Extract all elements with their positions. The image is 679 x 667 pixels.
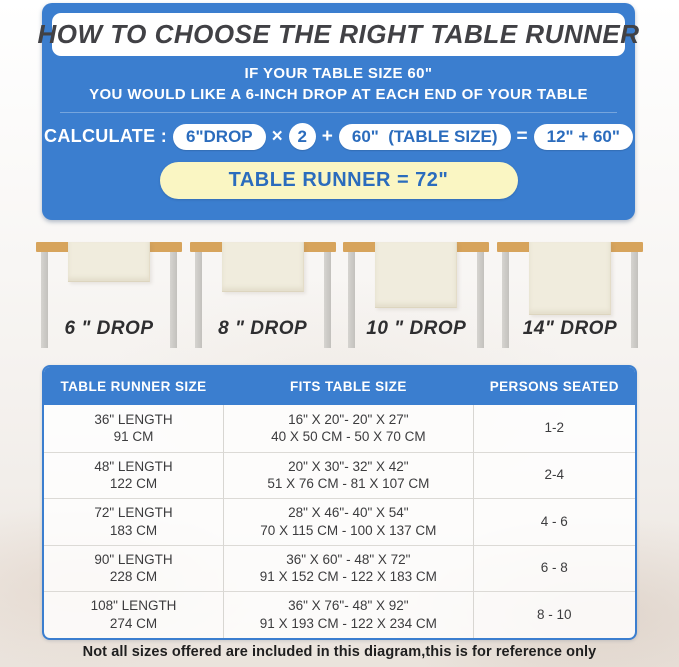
multiplier-badge: 2 [288,123,316,150]
runner-length-in: 72" LENGTH [94,505,173,521]
drop-pill: 6"DROP [173,123,266,150]
runner-size-cell: 108" LENGTH 274 CM [44,591,224,638]
runner-graphic [375,242,458,308]
fits-size-cm: 91 X 152 CM - 122 X 183 CM [259,569,437,585]
runner-size-cell: 72" LENGTH 183 CM [44,498,224,545]
runner-size-cell: 48" LENGTH 122 CM [44,451,224,499]
fits-size-in: 36" X 60" - 48" X 72" [286,551,411,567]
runner-length-in: 48" LENGTH [94,458,173,474]
drop-label: 8 " DROP [218,318,308,339]
times-operator: × [271,125,283,147]
runner-graphic [528,242,611,315]
size-table: TABLE RUNNER SIZE FITS TABLE SIZE PERSON… [42,365,637,640]
persons-seated-cell: 6 - 8 [473,544,635,592]
plus-operator: + [321,125,333,147]
column-header-persons-seated: PERSONS SEATED [489,378,619,394]
persons-seated-cell: 4 - 6 [473,498,635,545]
column-header-fits-table-size: FITS TABLE SIZE [289,378,407,394]
disclaimer-note: Not all sizes offered are included in th… [82,644,597,660]
table-row: 48" LENGTH 122 CM 20" X 30"- 32" X 42" 5… [44,451,635,499]
fits-table-size-cell: 16" X 20"- 20" X 27" 40 X 50 CM - 50 X 7… [223,405,474,452]
subtitle-line2: YOU WOULD LIKE A 6-INCH DROP AT EACH END… [89,86,588,103]
result-banner: TABLE RUNNER = 72" [159,162,518,199]
persons-seated-cell: 2-4 [473,451,635,499]
table-illustration-8-drop: 8 " DROP [188,220,338,365]
page-title-text: HOW TO CHOOSE THE RIGHT TABLE RUNNER [37,19,640,49]
table-illustration-10-drop: 10 " DROP [341,220,491,365]
fits-size-in: 28" X 46"- 40" X 54" [288,505,409,521]
fits-size-cm: 70 X 115 CM - 100 X 137 CM [260,522,437,538]
page-title: HOW TO CHOOSE THE RIGHT TABLE RUNNER [37,13,639,56]
runner-length-cm: 183 CM [109,522,158,538]
column-header-runner-size: TABLE RUNNER SIZE [60,378,207,394]
table-leg-graphic [323,252,331,348]
table-row: 108" LENGTH 274 CM 36" X 76"- 48" X 92" … [44,591,635,638]
runner-length-in: 36" LENGTH [94,411,173,427]
fits-size-cm: 40 X 50 CM - 50 X 70 CM [271,429,426,445]
table-leg-graphic [348,252,356,348]
divider [60,112,617,113]
runner-length-cm: 91 CM [113,429,154,445]
sum-pill: 12" + 60" [533,123,633,150]
calculate-label: CALCULATE : [44,126,167,146]
drop-label: 6 " DROP [64,318,154,339]
table-row: 90" LENGTH 228 CM 36" X 60" - 48" X 72" … [44,544,635,592]
table-illustration-14-drop: 14" DROP [495,220,645,365]
runner-graphic [221,242,304,292]
fits-size-in: 20" X 30"- 32" X 42" [288,458,409,474]
table-leg-graphic [41,252,48,348]
calculation-formula: CALCULATE : 6"DROP × 2 + 60" (TABLE SIZE… [42,123,635,150]
table-illustration-6-drop: 6 " DROP [34,220,184,365]
table-row: 72" LENGTH 183 CM 28" X 46"- 40" X 54" 7… [44,498,635,545]
drop-label: 10 " DROP [366,318,467,339]
table-row: 36" LENGTH 91 CM 16" X 20"- 20" X 27" 40… [44,405,635,452]
subtitle-line1: IF YOUR TABLE SIZE 60" [244,65,433,82]
fits-size-in: 16" X 20"- 20" X 27" [288,411,409,427]
table-leg-graphic [477,252,485,348]
table-leg-graphic [501,252,509,348]
runner-graphic [68,242,150,282]
drop-label: 14" DROP [522,318,618,339]
equals-operator: = [516,125,528,147]
fits-table-size-cell: 36" X 76"- 48" X 92" 91 X 193 CM - 122 X… [223,591,474,638]
table-leg-graphic [630,252,638,348]
runner-length-cm: 228 CM [109,569,158,585]
fits-size-cm: 91 X 193 CM - 122 X 234 CM [259,615,437,631]
fits-table-size-cell: 20" X 30"- 32" X 42" 51 X 76 CM - 81 X 1… [223,451,474,498]
header-panel: HOW TO CHOOSE THE RIGHT TABLE RUNNER IF … [37,3,639,220]
size-table-header: TABLE RUNNER SIZE FITS TABLE SIZE PERSON… [44,367,635,405]
runner-length-in: 108" LENGTH [90,598,177,614]
table-leg-graphic [194,252,202,348]
table-leg-graphic [170,252,177,348]
fits-size-cm: 51 X 76 CM - 81 X 107 CM [267,476,430,492]
runner-length-cm: 274 CM [109,615,158,631]
runner-length-cm: 122 CM [109,476,158,492]
runner-size-cell: 90" LENGTH 228 CM [44,544,224,592]
fits-size-in: 36" X 76"- 48" X 92" [288,598,409,614]
runner-length-in: 90" LENGTH [94,551,173,567]
fits-table-size-cell: 28" X 46"- 40" X 54" 70 X 115 CM - 100 X… [223,498,474,545]
runner-size-cell: 36" LENGTH 91 CM [44,405,223,452]
persons-seated-cell: 8 - 10 [473,591,635,638]
drop-illustrations: 6 " DROP 8 " DROP 10 " DROP 14" DROP [0,220,679,365]
fits-table-size-cell: 36" X 60" - 48" X 72" 91 X 152 CM - 122 … [223,544,474,591]
table-size-pill: 60" (TABLE SIZE) [338,123,511,150]
persons-seated-cell: 1-2 [544,420,565,436]
